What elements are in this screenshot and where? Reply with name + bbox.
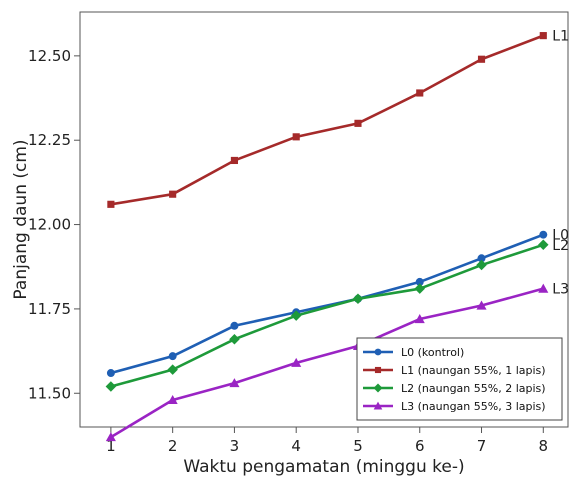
y-tick-label: 12.50 bbox=[28, 47, 71, 65]
data-point bbox=[229, 334, 240, 345]
x-tick-label: 4 bbox=[291, 437, 301, 455]
legend: L0 (kontrol) L1 (naungan 55%, 1 lapis) L2 … bbox=[356, 337, 563, 421]
data-point bbox=[291, 357, 302, 367]
y-tick-label: 12.00 bbox=[28, 216, 71, 234]
data-point bbox=[539, 32, 547, 40]
legend-label: L0 (kontrol) bbox=[401, 346, 464, 359]
legend-item: L1 (naungan 55%, 1 lapis) bbox=[363, 364, 546, 377]
data-point bbox=[105, 432, 116, 442]
x-tick-label: 3 bbox=[230, 437, 240, 455]
series-line bbox=[110, 34, 544, 206]
data-point bbox=[230, 321, 239, 330]
data-point bbox=[229, 378, 240, 388]
data-point bbox=[352, 293, 364, 305]
legend-label: L3 (naungan 55%, 3 lapis) bbox=[401, 400, 546, 413]
data-point bbox=[168, 352, 177, 361]
x-axis-title: Waktu pengamatan (minggu ke-) bbox=[183, 457, 464, 477]
series-layer bbox=[105, 32, 549, 442]
x-tick-label: 5 bbox=[353, 437, 363, 455]
data-point bbox=[476, 259, 487, 271]
data-point bbox=[106, 369, 115, 378]
data-point bbox=[292, 133, 300, 141]
legend-item: L0 (kontrol) bbox=[363, 346, 464, 359]
x-tick-label: 2 bbox=[168, 437, 178, 455]
data-point bbox=[416, 89, 424, 97]
y-tick-label: 12.25 bbox=[28, 131, 71, 149]
x-tick-label: 7 bbox=[477, 437, 487, 455]
data-point bbox=[414, 313, 425, 324]
x-tick-label: 1 bbox=[106, 437, 116, 455]
data-point bbox=[538, 283, 549, 293]
data-point bbox=[105, 381, 117, 392]
data-point bbox=[230, 156, 239, 165]
data-point bbox=[107, 200, 115, 208]
series-end-label: L3 bbox=[552, 282, 569, 298]
data-point bbox=[538, 239, 549, 251]
data-point bbox=[374, 348, 382, 356]
y-tick-label: 11.75 bbox=[28, 300, 71, 318]
data-point bbox=[477, 254, 486, 263]
data-point bbox=[290, 310, 302, 321]
y-tick-label: 11.50 bbox=[28, 384, 71, 402]
plot-axes: 1 2 3 4 5 6 7 8 11.50 11.75 12.00 12.25 12.50 bbox=[28, 11, 569, 455]
x-tick-label: 8 bbox=[539, 437, 549, 455]
legend-item: L3 (naungan 55%, 3 lapis) bbox=[363, 400, 546, 413]
data-point bbox=[374, 366, 382, 374]
legend-item: L2 (naungan 55%, 2 lapis) bbox=[363, 382, 546, 395]
data-point bbox=[354, 119, 362, 127]
data-point bbox=[167, 364, 178, 375]
data-point bbox=[476, 300, 487, 310]
series-end-label: L1 bbox=[552, 29, 569, 45]
data-point bbox=[373, 401, 383, 410]
data-point bbox=[414, 283, 425, 294]
series-l3 bbox=[105, 283, 549, 442]
series-line bbox=[110, 243, 544, 388]
data-point bbox=[169, 190, 177, 198]
data-point bbox=[539, 230, 548, 239]
data-point bbox=[167, 394, 178, 405]
series-end-labels: L0 L1 L2 L3 bbox=[552, 29, 569, 298]
data-point bbox=[477, 55, 486, 63]
series-line bbox=[110, 233, 544, 375]
series-l1 bbox=[107, 32, 547, 208]
data-point bbox=[415, 277, 424, 286]
series-line bbox=[110, 287, 544, 439]
series-l2 bbox=[105, 239, 549, 392]
x-tick-label: 6 bbox=[415, 437, 425, 455]
plot-frame bbox=[79, 11, 569, 428]
legend-label: L2 (naungan 55%, 2 lapis) bbox=[401, 382, 546, 395]
series-end-label: L0 bbox=[552, 228, 569, 244]
y-axis-title: Panjang daun (cm) bbox=[11, 139, 31, 299]
data-point bbox=[373, 383, 383, 393]
series-end-label: L2 bbox=[552, 238, 569, 254]
legend-label: L1 (naungan 55%, 1 lapis) bbox=[401, 364, 546, 377]
